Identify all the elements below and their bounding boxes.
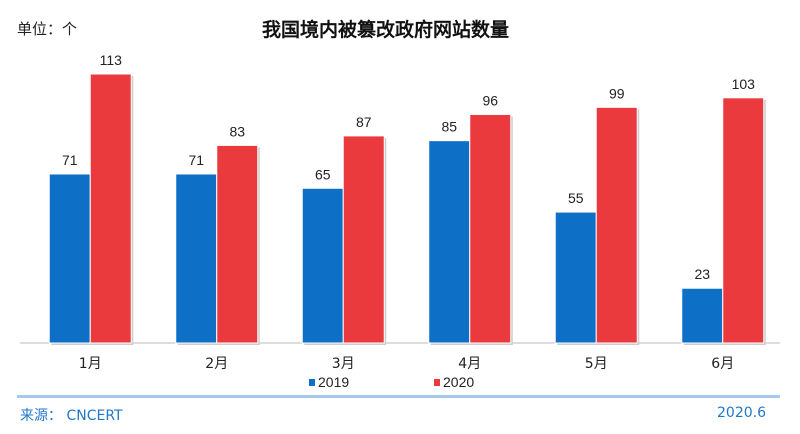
x-tick-label: 4月 <box>458 356 481 372</box>
x-tick-label: 2月 <box>205 356 228 372</box>
legend-label-2019: 2019 <box>318 374 349 390</box>
bar-2019-2月 <box>175 173 218 344</box>
bar-2019-6月 <box>681 287 724 344</box>
data-label: 55 <box>568 190 584 206</box>
bar-2019-3月 <box>301 187 344 344</box>
data-label: 87 <box>356 114 372 130</box>
chart-title: 我国境内被篡改政府网站数量 <box>262 19 510 41</box>
data-label: 85 <box>441 119 457 135</box>
bar-2020-1月 <box>89 73 132 344</box>
data-label: 103 <box>732 76 756 92</box>
data-label: 71 <box>62 152 78 168</box>
data-label: 71 <box>188 152 204 168</box>
bar-2020-3月 <box>342 135 385 344</box>
data-label: 113 <box>100 52 123 68</box>
unit-label: 单位：个 <box>17 20 78 38</box>
x-tick-label: 6月 <box>711 356 734 372</box>
date-label: 2020.6 <box>717 405 766 421</box>
source-label: 来源： CNCERT <box>20 408 123 424</box>
bar-2020-4月 <box>469 113 512 344</box>
bar-2020-2月 <box>216 144 259 344</box>
footer-divider <box>17 395 780 398</box>
legend-label-2020: 2020 <box>443 374 474 390</box>
bar-2019-5月 <box>554 211 597 344</box>
legend-swatch-2019 <box>309 379 315 386</box>
data-label: 96 <box>482 92 498 108</box>
bar-2019-4月 <box>428 140 471 344</box>
x-tick-label: 5月 <box>585 356 608 372</box>
data-label: 83 <box>229 123 245 139</box>
legend-swatch-2020 <box>434 379 440 386</box>
data-label: 99 <box>609 85 625 101</box>
bar-2019-1月 <box>48 173 91 344</box>
data-label: 23 <box>694 266 710 282</box>
bar-2020-5月 <box>595 106 638 344</box>
x-tick-label: 1月 <box>79 356 102 372</box>
x-tick-label: 3月 <box>332 356 355 372</box>
bar-2020-6月 <box>722 97 765 344</box>
data-label: 65 <box>315 166 331 182</box>
